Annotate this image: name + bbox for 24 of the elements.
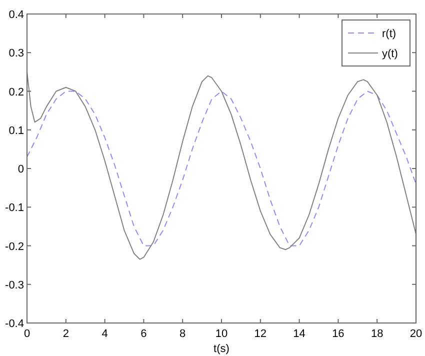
x-tick-label: 6 bbox=[140, 328, 147, 340]
x-tick-label: 14 bbox=[293, 328, 306, 340]
x-axis-title: t(s) bbox=[214, 343, 230, 355]
y-tick-label: 0.4 bbox=[8, 9, 24, 21]
x-tick-label: 16 bbox=[332, 328, 344, 340]
legend-label: r(t) bbox=[382, 28, 396, 40]
y-tick-label: -0.3 bbox=[5, 279, 24, 292]
y-tick-label: -0.4 bbox=[5, 318, 24, 330]
legend-label: y(t) bbox=[382, 48, 398, 60]
y-tick-label: 0 bbox=[18, 164, 24, 176]
y-tick-label: -0.1 bbox=[5, 202, 24, 214]
x-tick-label: 2 bbox=[62, 328, 69, 340]
x-tick-label: 18 bbox=[370, 328, 384, 340]
y-tick-label: 0.2 bbox=[8, 86, 24, 98]
x-tick-label: 8 bbox=[180, 328, 186, 340]
x-tick-label: 4 bbox=[102, 328, 108, 340]
y-tick-label: 0.1 bbox=[8, 124, 24, 137]
x-tick-label: 20 bbox=[410, 328, 422, 340]
line-series bbox=[26, 90, 416, 246]
y-tick-label: 0.3 bbox=[8, 48, 24, 60]
line-series bbox=[26, 71, 416, 260]
x-tick-label: 10 bbox=[215, 328, 228, 340]
x-tick-label: 12 bbox=[254, 328, 267, 340]
y-tick-label: -0.2 bbox=[5, 240, 24, 253]
